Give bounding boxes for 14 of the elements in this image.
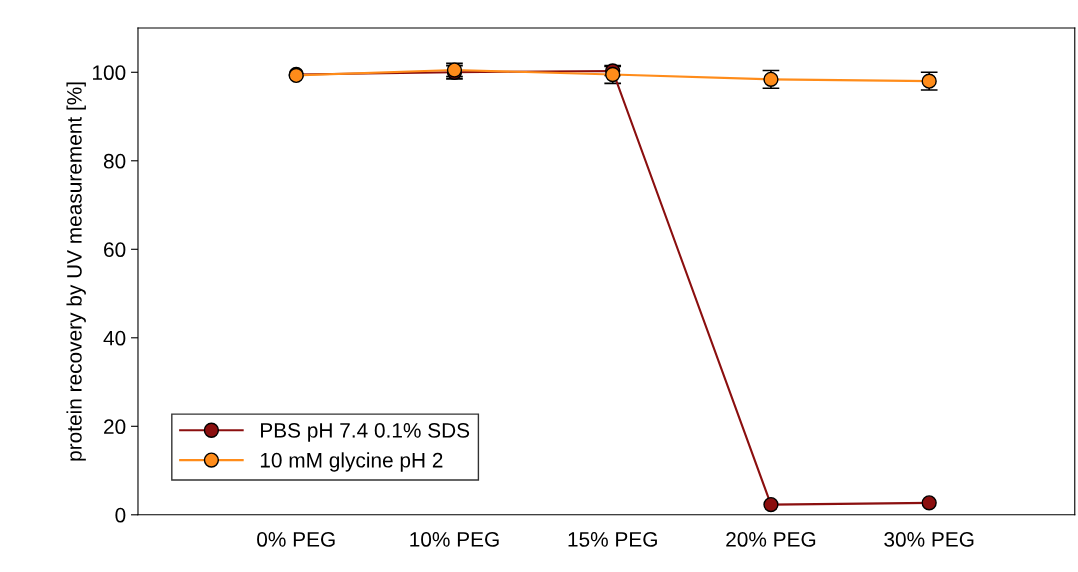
x-tick-label: 15% PEG (568, 532, 657, 547)
y-tick-label: 20 (104, 419, 126, 435)
legend-label: PBS pH 7.4 0.1% SDS (261, 423, 470, 442)
x-tick-label: 20% PEG (726, 532, 816, 547)
x-tick-label: 10% PEG (410, 532, 499, 547)
y-axis-title: protein recovery by UV measurement [%] (66, 82, 86, 461)
y-tick-label: 0 (115, 507, 126, 523)
x-tick-label: 30% PEG (884, 532, 974, 547)
legend-label: 10 mM glycine pH 2 (260, 452, 443, 472)
y-tick-label: 80 (103, 153, 126, 169)
y-tick-label: 100 (93, 65, 126, 81)
x-tick-label: 0% PEG (257, 532, 335, 547)
y-tick-label: 60 (104, 242, 126, 258)
y-tick-label: 40 (103, 330, 126, 346)
